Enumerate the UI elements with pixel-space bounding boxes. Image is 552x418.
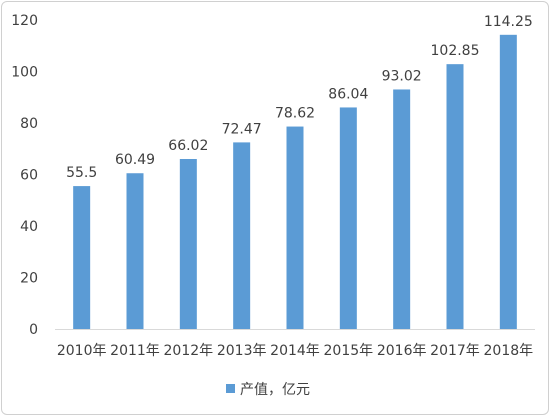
bar bbox=[286, 126, 304, 329]
x-tick-label: 2011年 bbox=[110, 343, 160, 359]
bar bbox=[233, 142, 251, 329]
x-tick-label: 2012年 bbox=[164, 343, 214, 359]
bar bbox=[339, 107, 357, 330]
legend-label: 产值，亿元 bbox=[240, 382, 310, 398]
y-tick-label: 100 bbox=[11, 65, 38, 81]
data-label: 93.02 bbox=[382, 68, 422, 84]
x-axis-ticks: 2010年 2011年 2012年 2013年 2014年 2015年 2016年 2017年… bbox=[57, 343, 533, 359]
x-tick-label: 2014年 bbox=[270, 343, 320, 359]
y-tick-label: 20 bbox=[20, 271, 38, 287]
bar bbox=[393, 89, 411, 329]
y-tick-label: 0 bbox=[29, 322, 38, 338]
bar bbox=[446, 64, 464, 329]
bars bbox=[73, 34, 517, 330]
y-axis-ticks: 0 20 40 60 80 100 120 bbox=[11, 13, 38, 338]
data-label: 114.25 bbox=[484, 14, 533, 30]
x-tick-label: 2015年 bbox=[324, 343, 374, 359]
y-tick-label: 120 bbox=[11, 13, 38, 29]
x-tick-label: 2017年 bbox=[430, 343, 480, 359]
data-labels: 55.5 60.49 66.02 72.47 78.62 86.04 93.02 102.85… bbox=[66, 14, 533, 181]
data-label: 60.49 bbox=[115, 152, 155, 168]
x-tick-label: 2010年 bbox=[57, 343, 107, 359]
bar bbox=[499, 34, 517, 330]
legend-swatch bbox=[226, 384, 235, 393]
data-label: 55.5 bbox=[66, 165, 97, 181]
legend: 产值，亿元 bbox=[226, 382, 310, 398]
x-tick-label: 2016年 bbox=[377, 343, 427, 359]
y-tick-label: 80 bbox=[20, 116, 38, 132]
x-tick-label: 2018年 bbox=[484, 343, 534, 359]
bar bbox=[126, 173, 144, 329]
data-label: 66.02 bbox=[168, 138, 208, 154]
bar bbox=[179, 158, 197, 329]
data-label: 72.47 bbox=[222, 121, 262, 137]
data-label: 78.62 bbox=[275, 106, 315, 122]
y-tick-label: 60 bbox=[20, 168, 38, 184]
x-tick-label: 2013年 bbox=[217, 343, 267, 359]
data-label: 102.85 bbox=[431, 43, 480, 59]
data-label: 86.04 bbox=[328, 86, 368, 102]
bar bbox=[73, 186, 91, 329]
y-tick-label: 40 bbox=[20, 219, 38, 235]
